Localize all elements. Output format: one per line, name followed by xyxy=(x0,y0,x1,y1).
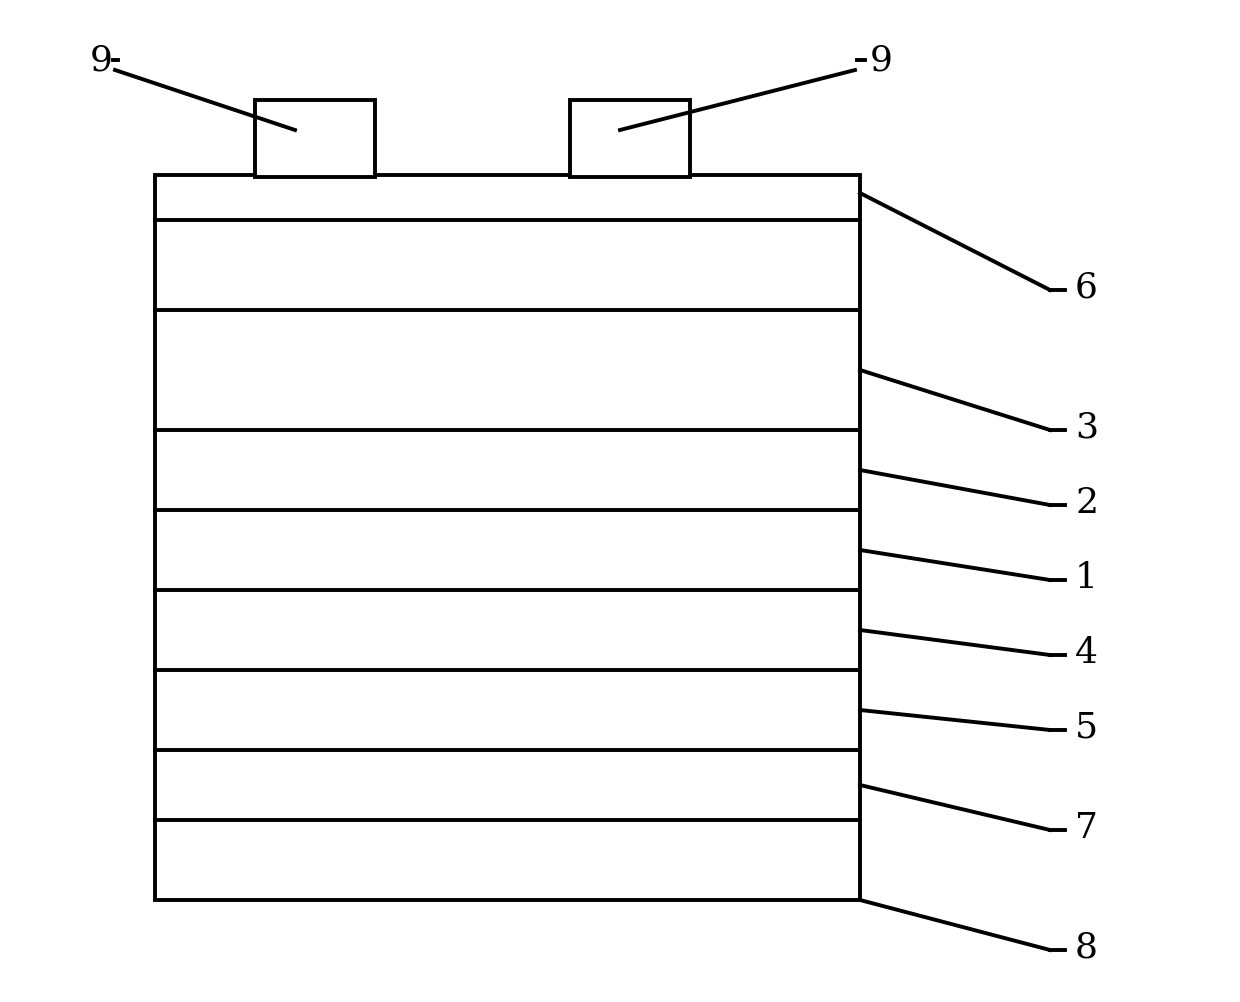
Text: 9: 9 xyxy=(91,43,113,77)
Text: 2: 2 xyxy=(1075,486,1097,520)
Text: 6: 6 xyxy=(1075,271,1097,305)
Bar xyxy=(155,175,861,900)
Text: 7: 7 xyxy=(1075,811,1097,845)
Text: 1: 1 xyxy=(1075,561,1097,595)
Text: 3: 3 xyxy=(1075,411,1099,445)
Text: 5: 5 xyxy=(1075,711,1099,745)
Text: 4: 4 xyxy=(1075,636,1097,670)
Bar xyxy=(255,100,374,177)
Text: 9: 9 xyxy=(870,43,893,77)
Text: 8: 8 xyxy=(1075,931,1097,965)
Bar xyxy=(570,100,689,177)
